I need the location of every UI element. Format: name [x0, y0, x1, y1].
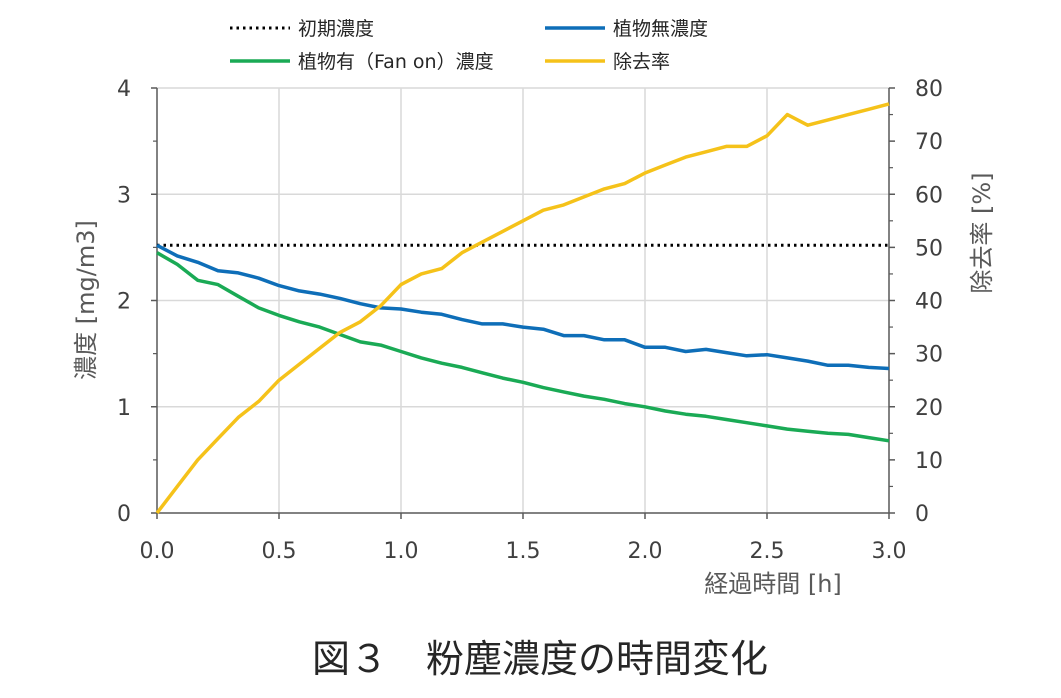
- series-removal-rate: [155, 102, 890, 515]
- x-tick-label: 2.5: [750, 539, 785, 564]
- series-with-plant-concentration: [156, 251, 890, 443]
- legend: 初期濃度 植物無濃度 植物有（Fan on）濃度 除去率: [230, 18, 708, 73]
- y2-tick-label: 50: [915, 236, 943, 261]
- legend-label-no-plant: 植物無濃度: [613, 18, 708, 40]
- x-tick-label: 2.0: [628, 539, 663, 564]
- figure-caption: 図３ 粉塵濃度の時間変化: [312, 637, 768, 681]
- y2-tick-label: 80: [915, 77, 943, 102]
- y2-tick-label: 60: [915, 183, 943, 208]
- x-tick-label: 0.5: [262, 539, 297, 564]
- y2-axis-title: 除去率 [%]: [968, 172, 996, 293]
- y-tick-label: 4: [117, 77, 131, 102]
- tick-marks: [151, 87, 895, 519]
- x-tick-label: 3.0: [872, 539, 907, 564]
- y2-tick-label: 30: [915, 343, 943, 368]
- y2-tick-label: 70: [915, 130, 943, 155]
- y2-tick-label: 10: [915, 449, 943, 474]
- series-no-plant-concentration: [156, 243, 890, 371]
- x-axis-title: 経過時間 [h]: [704, 570, 842, 598]
- series-lines: [155, 102, 890, 515]
- y-tick-label: 3: [117, 183, 131, 208]
- y2-tick-label: 20: [915, 396, 943, 421]
- y2-tick-label: 40: [915, 290, 943, 315]
- x-tick-label: 1.0: [384, 539, 419, 564]
- y-tick-label: 0: [117, 502, 131, 527]
- legend-label-removal-rate: 除去率: [613, 51, 670, 73]
- tick-labels: 0.0 0.5 1.0 1.5 2.0 2.5 3.00123401020304050607…: [117, 77, 943, 564]
- legend-label-with-plant: 植物有（Fan on）濃度: [298, 51, 494, 73]
- y2-tick-label: 0: [915, 502, 929, 527]
- y-tick-label: 1: [117, 396, 131, 421]
- legend-label-initial: 初期濃度: [298, 18, 374, 40]
- gridlines: [157, 87, 889, 513]
- y-tick-label: 2: [117, 290, 131, 315]
- x-tick-label: 1.5: [506, 539, 541, 564]
- y-axis-title: 濃度 [mg/m3]: [72, 220, 100, 380]
- x-tick-label: 0.0: [140, 539, 175, 564]
